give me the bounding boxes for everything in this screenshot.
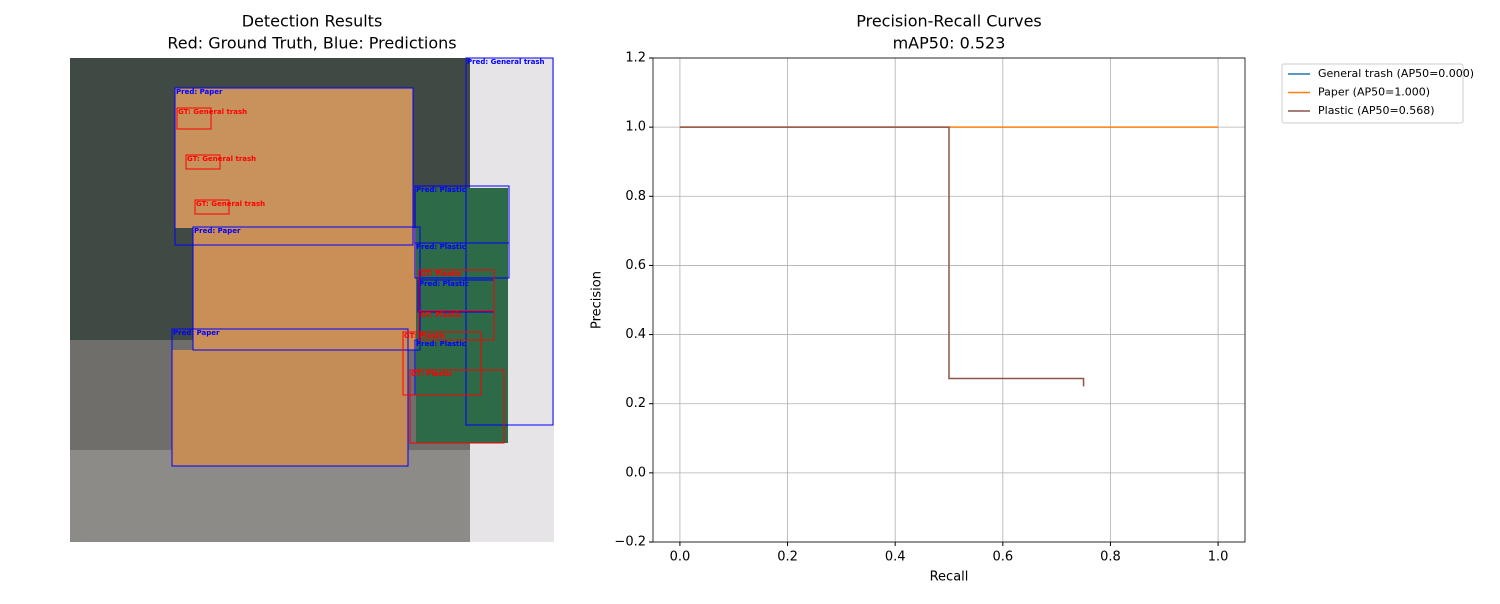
box-label: GT: General trash [196,200,265,208]
x-tick-label: 0.4 [885,550,906,565]
x-tick-label: 1.0 [1208,550,1229,565]
y-tick-label: 0.8 [625,189,646,204]
box-label: Pred: Plastic [416,186,466,194]
box-label: GT: Plastic [420,311,462,319]
detection-box [414,242,510,279]
box-label: GT: Plastic [420,270,462,278]
y-tick-label: 0.4 [625,327,646,342]
plot-frame [652,57,1246,543]
detection-boxes: Pred: General trash Pred: Paper Pred: Pape… [171,57,554,467]
detection-box [171,328,409,467]
chart-title: Precision-Recall Curves [856,12,1042,31]
x-axis-label: Recall [930,570,969,585]
x-tick-label: 0.2 [777,550,798,565]
box [193,228,418,350]
detection-box [418,310,495,341]
y-tick-label: 1.2 [625,51,646,66]
detection-box [465,57,554,426]
legend-label: Plastic (AP50=0.568) [1318,104,1435,117]
pr-curve [679,126,1085,387]
detection-box [402,331,482,396]
box-label: Pred: Paper [176,88,223,96]
y-tick-label: 0.0 [625,465,646,480]
x-tick-label: 0.6 [992,550,1013,565]
plot: −0.2 0.0 0.2 0.4 0.6 0.8 1.0 1.2 0.0 0.2 0.4 0.6 0.8… [614,51,1474,565]
detection-box [409,369,505,444]
crates [416,188,508,443]
box-label: GT: Plastic [411,370,453,378]
box-label: Pred: Plastic [416,340,466,348]
detection-box [185,154,221,170]
y-tick-label: 1.0 [625,120,646,135]
legend-label: General trash (AP50=0.000) [1318,67,1474,80]
detection-box [194,199,230,215]
y-axis-label: Precision [590,271,605,329]
x-tick-label: 0.0 [670,550,691,565]
photo [70,58,554,542]
box-label: Pred: Paper [194,227,241,235]
chart-subtitle: mAP50: 0.523 [893,34,1006,53]
box [172,350,408,466]
detection-box [176,107,212,130]
legend-frame [1281,63,1464,124]
box-label: Pred: Plastic [416,243,466,251]
box-label: Pred: Plastic [419,280,469,288]
left-title: Detection Results [242,12,383,31]
left-subtitle: Red: Ground Truth, Blue: Predictions [167,34,456,53]
detection-box [192,226,421,351]
detection-box [174,87,414,246]
box-label: Pred: Paper [173,329,220,337]
box-label: GT: General trash [187,155,256,163]
y-tick-label: 0.6 [625,258,646,273]
y-tick-label: 0.2 [625,396,646,411]
legend-label: Paper (AP50=1.000) [1318,86,1430,99]
box-label: GT: General trash [178,108,247,116]
box [175,88,413,228]
box-label: Pred: General trash [467,58,545,66]
box-label: GT: Plastic [404,332,446,340]
y-tick-label: −0.2 [614,535,646,550]
x-tick-label: 0.8 [1100,550,1121,565]
